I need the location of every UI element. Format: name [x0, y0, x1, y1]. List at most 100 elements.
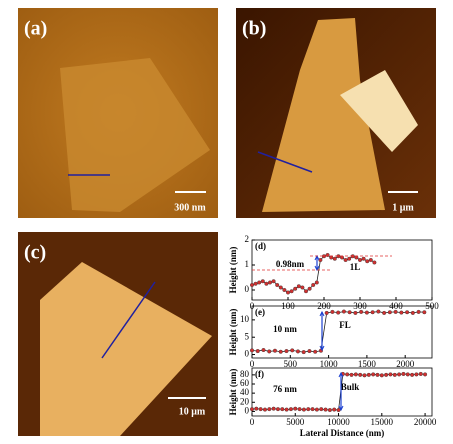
- data-point: [336, 310, 341, 315]
- data-point: [301, 350, 306, 355]
- data-point: [249, 348, 254, 353]
- x-axis-label: Lateral Distance (nm): [300, 428, 384, 438]
- data-point: [393, 309, 398, 314]
- data-point: [282, 288, 287, 293]
- data-point: [382, 310, 387, 315]
- scale-text: 300 nm: [174, 202, 206, 213]
- data-point: [275, 407, 280, 412]
- y-axis-label: Height (nm): [228, 309, 238, 356]
- data-point: [397, 372, 402, 377]
- data-point: [410, 372, 415, 377]
- data-point: [370, 310, 375, 315]
- data-point: [388, 372, 393, 377]
- panel-label: (f): [255, 369, 264, 379]
- data-point: [353, 310, 358, 315]
- data-point: [290, 348, 295, 353]
- data-point: [297, 407, 302, 412]
- x-tick-label: 2000: [396, 359, 415, 369]
- annotation: 76 nm: [273, 384, 297, 394]
- x-tick-label: 500: [284, 359, 298, 369]
- y-axis-label: Height (nm): [228, 369, 238, 416]
- y-tick-label: 0: [245, 405, 250, 415]
- data-point: [261, 348, 266, 353]
- data-point: [343, 258, 348, 263]
- data-point: [293, 406, 298, 411]
- data-point: [371, 372, 376, 377]
- x-tick-label: 1000: [320, 359, 339, 369]
- data-point: [323, 407, 328, 412]
- data-point: [347, 256, 352, 261]
- plot-frame: [251, 305, 433, 359]
- data-point: [341, 309, 346, 314]
- data-point: [271, 279, 276, 284]
- data-point: [286, 290, 291, 295]
- flake: [262, 18, 385, 212]
- data-point: [345, 372, 350, 377]
- data-point: [278, 285, 283, 290]
- data-point: [318, 258, 323, 263]
- y-tick-label: 20: [240, 396, 250, 406]
- data-point: [319, 407, 324, 412]
- data-point: [347, 310, 352, 315]
- data-point: [257, 280, 262, 285]
- data-point: [304, 289, 309, 294]
- data-point: [405, 310, 410, 315]
- panel-label: (d): [255, 241, 266, 251]
- data-point: [288, 407, 293, 412]
- annotation: FL: [339, 320, 351, 330]
- data-point: [300, 285, 305, 290]
- data-point: [336, 408, 341, 413]
- data-point: [332, 407, 337, 412]
- data-point: [280, 407, 285, 412]
- data-point: [310, 407, 315, 412]
- arrow-head: [338, 371, 344, 412]
- data-point: [327, 408, 332, 413]
- data-point: [361, 256, 366, 261]
- data-point: [387, 310, 392, 315]
- data-point: [296, 284, 301, 289]
- x-tick-label: 0: [250, 417, 255, 427]
- data-point: [372, 260, 377, 265]
- arrow-head: [319, 310, 325, 352]
- data-point: [399, 310, 404, 315]
- scale-text: 1 μm: [392, 202, 414, 213]
- data-point: [255, 349, 260, 354]
- data-point: [314, 280, 319, 285]
- data-point: [278, 349, 283, 354]
- data-point: [358, 258, 363, 263]
- data-point: [249, 283, 254, 288]
- scale-text: 10 μm: [179, 406, 206, 417]
- data-point: [272, 348, 277, 353]
- x-tick-label: 1500: [358, 359, 377, 369]
- data-point: [307, 349, 312, 354]
- data-point: [359, 309, 364, 314]
- data-point: [349, 372, 354, 377]
- annotation: 1L: [350, 262, 361, 272]
- data-point: [267, 349, 272, 354]
- data-point: [264, 281, 269, 286]
- data-point: [258, 407, 263, 412]
- data-point: [410, 310, 415, 315]
- y-tick-label: 2: [245, 234, 250, 244]
- data-point: [405, 372, 410, 377]
- flake: [60, 58, 210, 212]
- data-point: [362, 373, 367, 378]
- data-point: [423, 372, 428, 377]
- panel-label: (c): [24, 242, 46, 264]
- profile-line: [257, 151, 313, 173]
- annotation: 0.98nm: [276, 259, 305, 269]
- flake: [340, 70, 418, 152]
- flake: [40, 262, 212, 436]
- data-point: [306, 407, 311, 412]
- data-point: [275, 283, 280, 288]
- data-point: [307, 286, 312, 291]
- data-point: [365, 259, 370, 264]
- x-tick-label: 15000: [371, 417, 394, 427]
- data-point: [284, 349, 289, 354]
- data-point: [364, 310, 369, 315]
- data-point: [267, 407, 272, 412]
- data-point: [293, 286, 298, 291]
- data-point: [311, 283, 316, 288]
- data-point: [324, 310, 329, 315]
